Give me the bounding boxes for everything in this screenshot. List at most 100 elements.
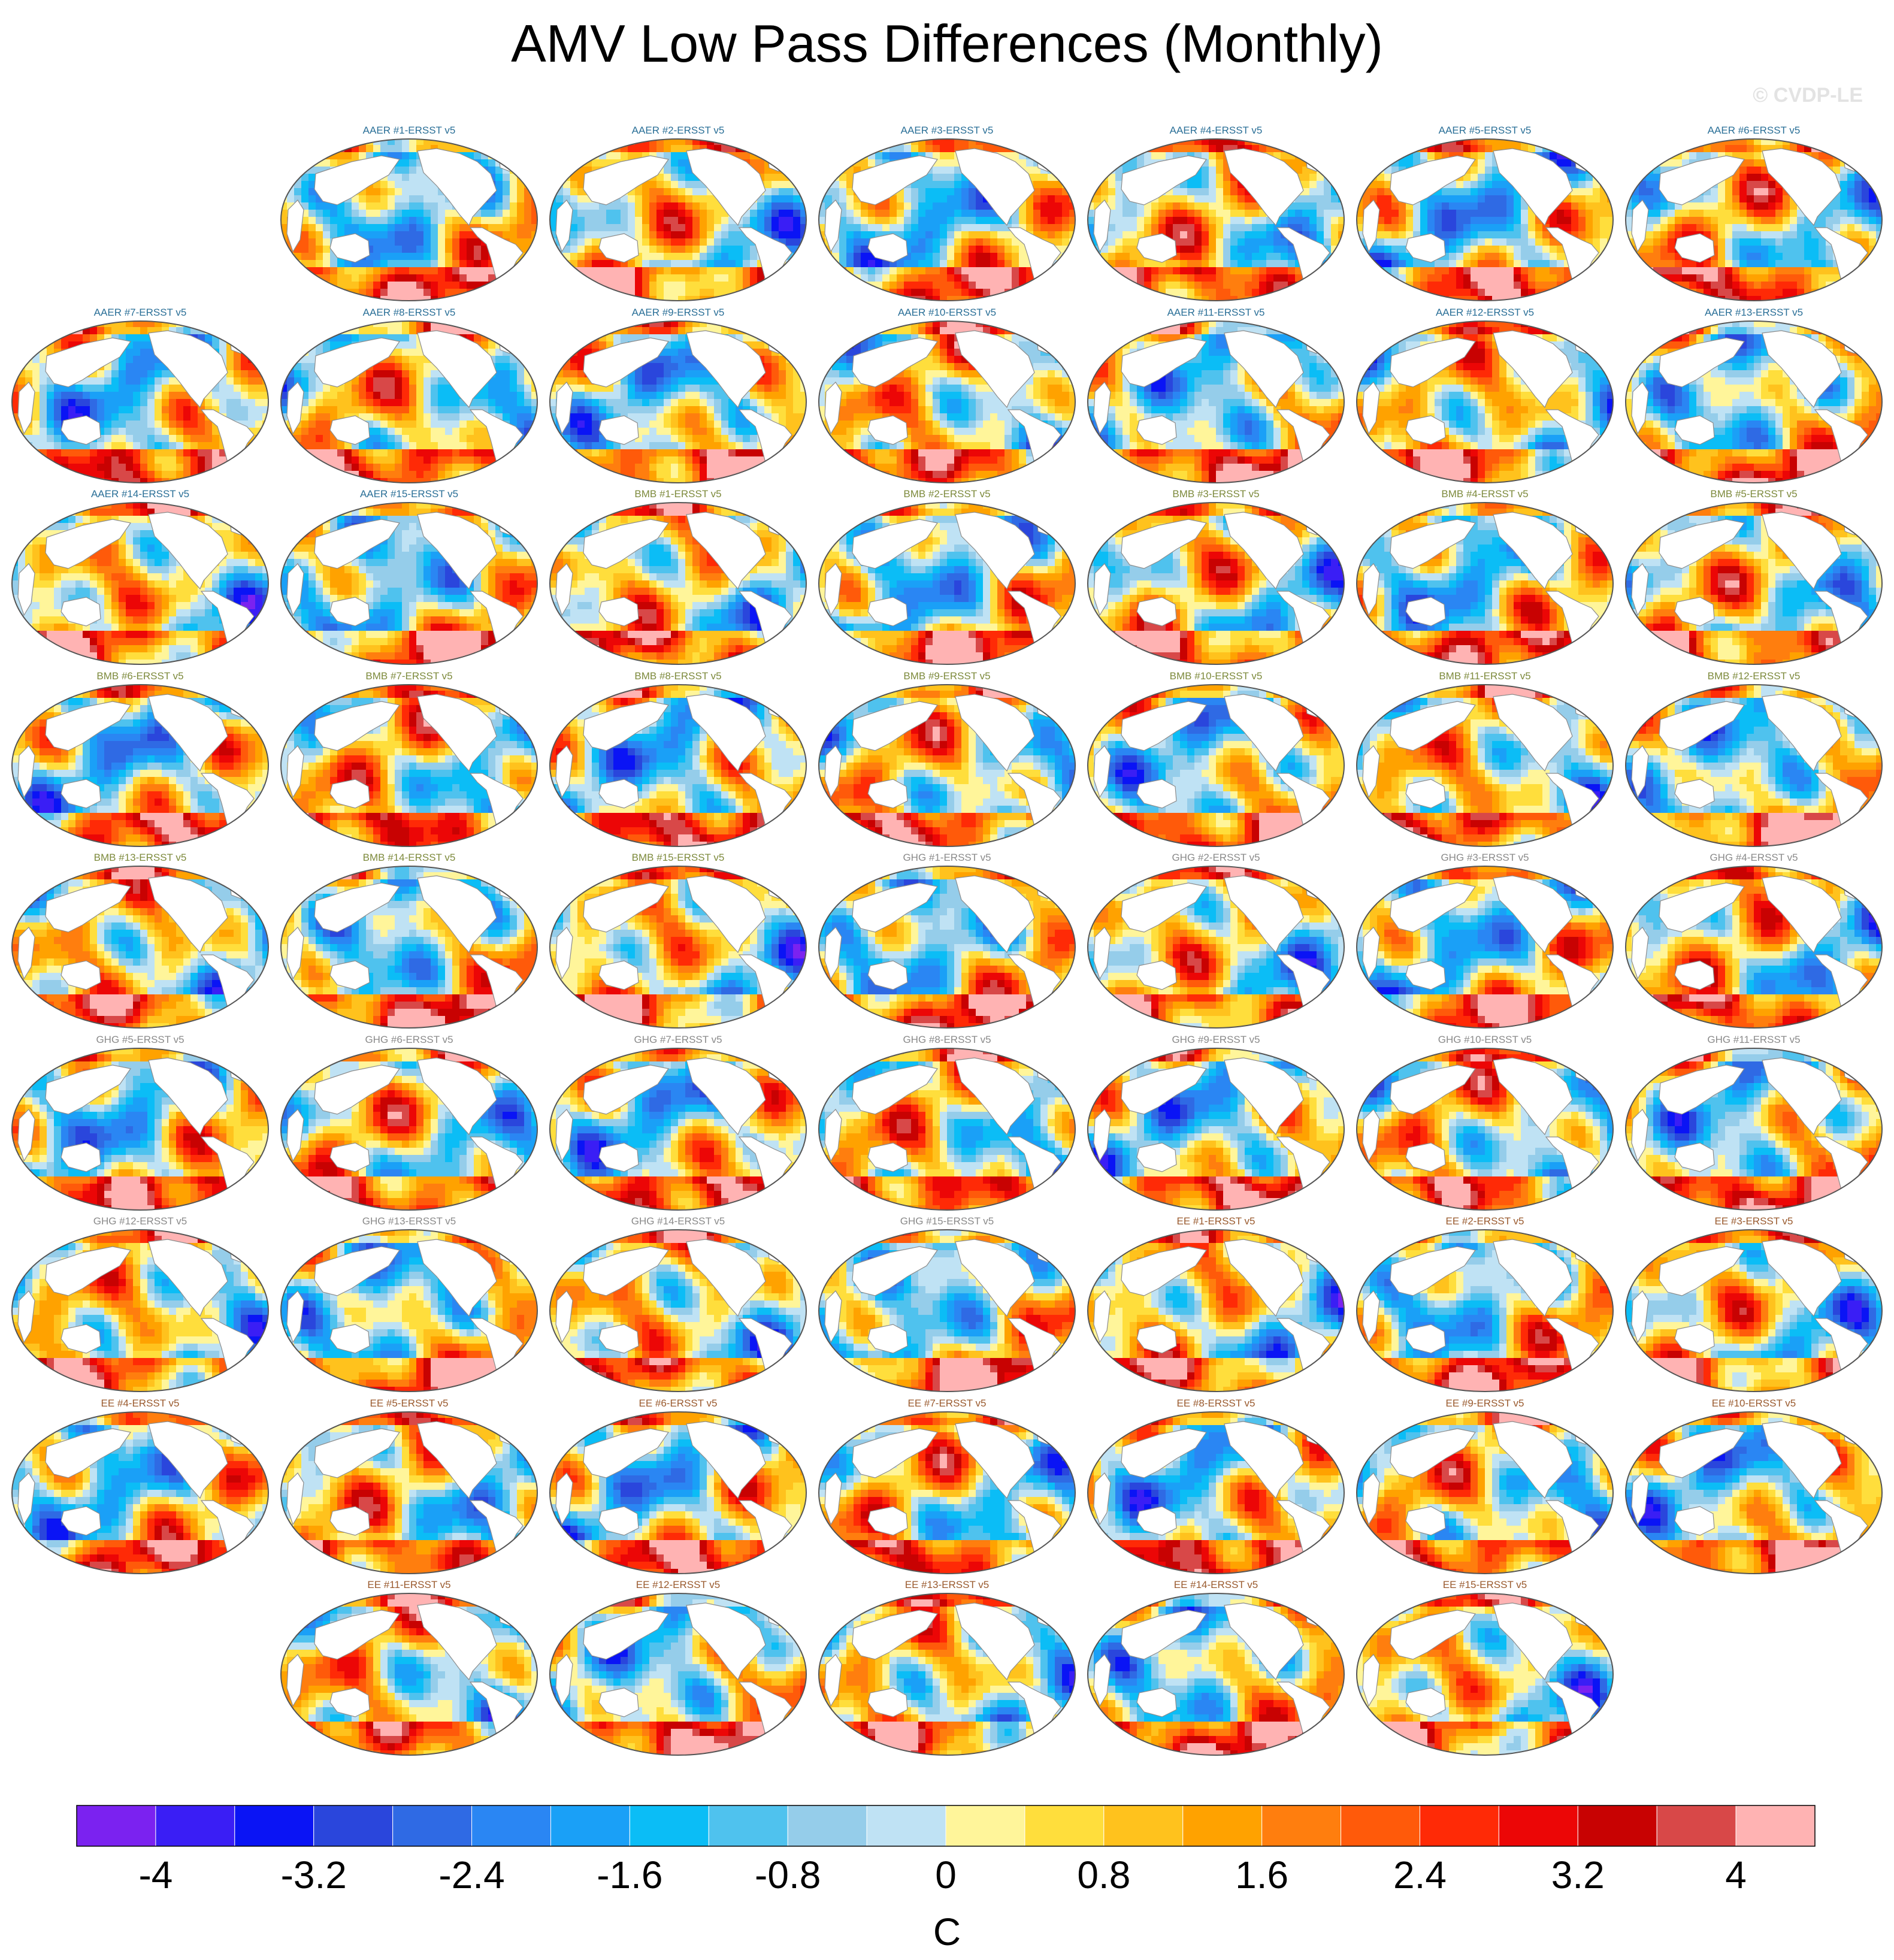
map-panel: BMB #13-ERSST v5	[11, 852, 270, 1029]
map-field	[1356, 1593, 1614, 1756]
map-panel: GHG #3-ERSST v5	[1356, 852, 1614, 1029]
map-field	[1087, 502, 1345, 665]
chart-title: AMV Low Pass Differences (Monthly)	[0, 13, 1894, 74]
map-panel: AAER #4-ERSST v5	[1087, 125, 1345, 302]
map-field	[549, 138, 807, 301]
map-panel: EE #7-ERSST v5	[818, 1398, 1076, 1575]
map-field	[1356, 1411, 1614, 1574]
colorbar-swatch	[945, 1805, 1025, 1847]
panel-title: AAER #6-ERSST v5	[1624, 125, 1883, 137]
panel-title: AAER #15-ERSST v5	[280, 488, 538, 500]
map-field	[1356, 502, 1614, 665]
map-panel-grid: AAER #1-ERSST v5 AAER #2-ERSST v5 AAER #3-…	[11, 125, 1883, 1756]
map-field	[549, 1047, 807, 1211]
colorbar-tick-label: -2.4	[438, 1853, 504, 1897]
map-field	[818, 1411, 1076, 1574]
panel-title: GHG #13-ERSST v5	[280, 1215, 538, 1227]
map-field	[1087, 1411, 1345, 1574]
panel-title: GHG #1-ERSST v5	[818, 852, 1076, 864]
map-field	[280, 138, 538, 301]
map-panel: GHG #10-ERSST v5	[1356, 1034, 1614, 1211]
panel-title: EE #12-ERSST v5	[549, 1579, 807, 1591]
map-field	[549, 502, 807, 665]
colorbar-tick-label: -0.8	[755, 1853, 821, 1897]
map-field	[11, 1411, 269, 1574]
watermark-text: © CVDP-LE	[1753, 84, 1863, 107]
panel-title: EE #2-ERSST v5	[1356, 1215, 1614, 1227]
map-panel: EE #15-ERSST v5	[1356, 1579, 1614, 1756]
colorbar-swatch	[550, 1805, 630, 1847]
colorbar-unit-label: C	[0, 1910, 1894, 1954]
colorbar-swatch	[1341, 1805, 1420, 1847]
colorbar-tick-label: 2.4	[1393, 1853, 1447, 1897]
map-field	[549, 320, 807, 483]
colorbar-swatch	[1498, 1805, 1578, 1847]
panel-title: BMB #5-ERSST v5	[1624, 488, 1883, 500]
map-panel: EE #5-ERSST v5	[280, 1398, 538, 1575]
panel-title: EE #5-ERSST v5	[280, 1398, 538, 1409]
map-field	[280, 1593, 538, 1756]
map-field	[11, 502, 269, 665]
map-panel: BMB #8-ERSST v5	[549, 670, 807, 848]
map-panel: GHG #1-ERSST v5	[818, 852, 1076, 1029]
map-panel: AAER #13-ERSST v5	[1624, 307, 1883, 484]
panel-title: GHG #11-ERSST v5	[1624, 1034, 1883, 1046]
colorbar-tick-label: 3.2	[1551, 1853, 1605, 1897]
map-field	[1087, 1047, 1345, 1211]
map-field	[1356, 1229, 1614, 1392]
panel-title: BMB #12-ERSST v5	[1624, 670, 1883, 682]
map-field	[11, 1229, 269, 1392]
map-field	[1625, 866, 1883, 1029]
colorbar-swatch	[1182, 1805, 1263, 1847]
colorbar-tick-label: 1.6	[1235, 1853, 1288, 1897]
map-field	[549, 683, 807, 847]
panel-title: AAER #14-ERSST v5	[11, 488, 270, 500]
panel-title: GHG #5-ERSST v5	[11, 1034, 270, 1046]
map-field	[549, 1229, 807, 1392]
panel-title: AAER #10-ERSST v5	[818, 307, 1076, 319]
map-field	[11, 683, 269, 847]
map-field	[549, 1593, 807, 1756]
map-panel: AAER #7-ERSST v5	[11, 307, 270, 484]
map-panel: EE #10-ERSST v5	[1624, 1398, 1883, 1575]
panel-title: AAER #5-ERSST v5	[1356, 125, 1614, 137]
map-panel: GHG #12-ERSST v5	[11, 1215, 270, 1393]
map-panel: BMB #14-ERSST v5	[280, 852, 538, 1029]
panel-title: AAER #8-ERSST v5	[280, 307, 538, 319]
panel-title: AAER #2-ERSST v5	[549, 125, 807, 137]
panel-title: GHG #12-ERSST v5	[11, 1215, 270, 1227]
colorbar-swatch	[76, 1805, 156, 1847]
map-field	[1087, 1593, 1345, 1756]
colorbar-swatch	[1103, 1805, 1184, 1847]
map-panel: EE #1-ERSST v5	[1087, 1215, 1345, 1393]
map-field	[818, 1593, 1076, 1756]
map-field	[11, 866, 269, 1029]
map-panel: BMB #11-ERSST v5	[1356, 670, 1614, 848]
map-field	[1087, 138, 1345, 301]
map-field	[1625, 1047, 1883, 1211]
panel-title: GHG #7-ERSST v5	[549, 1034, 807, 1046]
map-panel: EE #12-ERSST v5	[549, 1579, 807, 1756]
map-panel: GHG #9-ERSST v5	[1087, 1034, 1345, 1211]
map-panel: BMB #15-ERSST v5	[549, 852, 807, 1029]
colorbar-tick-label: -3.2	[281, 1853, 347, 1897]
map-field	[1356, 138, 1614, 301]
panel-title: BMB #9-ERSST v5	[818, 670, 1076, 682]
map-field	[1625, 138, 1883, 301]
map-field	[818, 502, 1076, 665]
map-panel: AAER #10-ERSST v5	[818, 307, 1076, 484]
map-panel: BMB #1-ERSST v5	[549, 488, 807, 666]
map-field	[549, 866, 807, 1029]
colorbar-tick-label: -4	[138, 1853, 173, 1897]
map-panel: AAER #5-ERSST v5	[1356, 125, 1614, 302]
map-panel: AAER #2-ERSST v5	[549, 125, 807, 302]
map-panel: AAER #11-ERSST v5	[1087, 307, 1345, 484]
panel-title: GHG #14-ERSST v5	[549, 1215, 807, 1227]
colorbar: -4 -3.2 -2.4 -1.6 -0.8 0 0.8 1.6 2.4 3.2 4	[76, 1805, 1816, 1897]
panel-title: BMB #10-ERSST v5	[1087, 670, 1345, 682]
panel-title: AAER #4-ERSST v5	[1087, 125, 1345, 137]
map-field	[818, 866, 1076, 1029]
map-field	[1356, 866, 1614, 1029]
map-field	[280, 683, 538, 847]
map-panel: BMB #10-ERSST v5	[1087, 670, 1345, 848]
